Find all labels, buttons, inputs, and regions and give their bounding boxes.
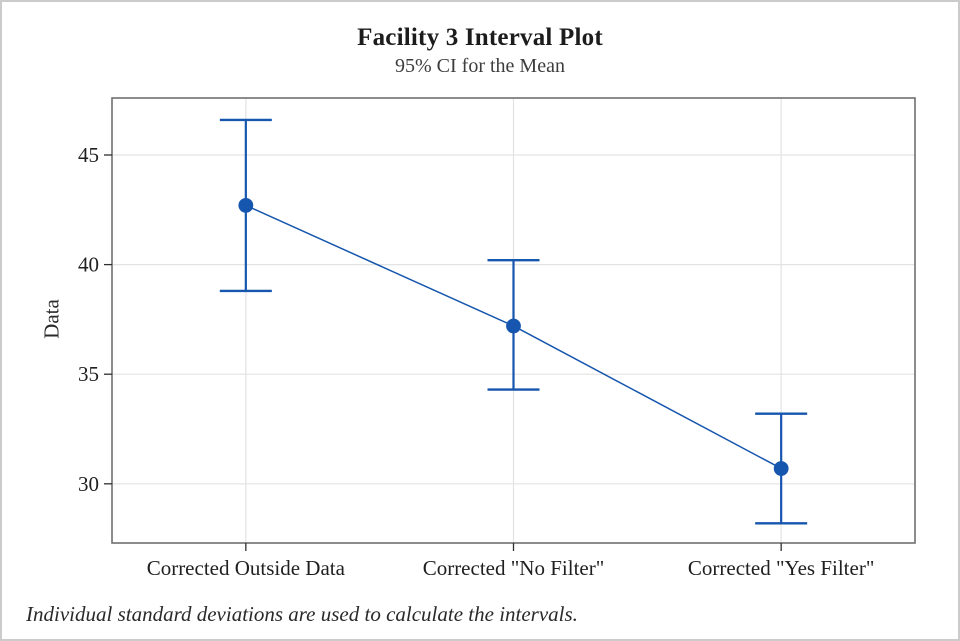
y-tick-label: 40 — [78, 253, 99, 277]
y-tick-label: 35 — [78, 362, 99, 386]
mean-marker — [506, 318, 521, 334]
mean-marker — [773, 461, 789, 476]
chart-subtitle: 95% CI for the Mean — [395, 55, 565, 77]
x-category-label: Corrected Outside Data — [147, 556, 346, 580]
y-tick-label: 30 — [78, 472, 99, 496]
mean-marker — [238, 198, 254, 213]
x-category-label: Corrected "Yes Filter" — [688, 556, 875, 580]
footnote: Individual standard deviations are used … — [26, 602, 578, 626]
y-tick-label: 45 — [78, 143, 99, 167]
x-category-label: Corrected "No Filter" — [423, 556, 605, 580]
chart-title: Facility 3 Interval Plot — [357, 24, 603, 51]
